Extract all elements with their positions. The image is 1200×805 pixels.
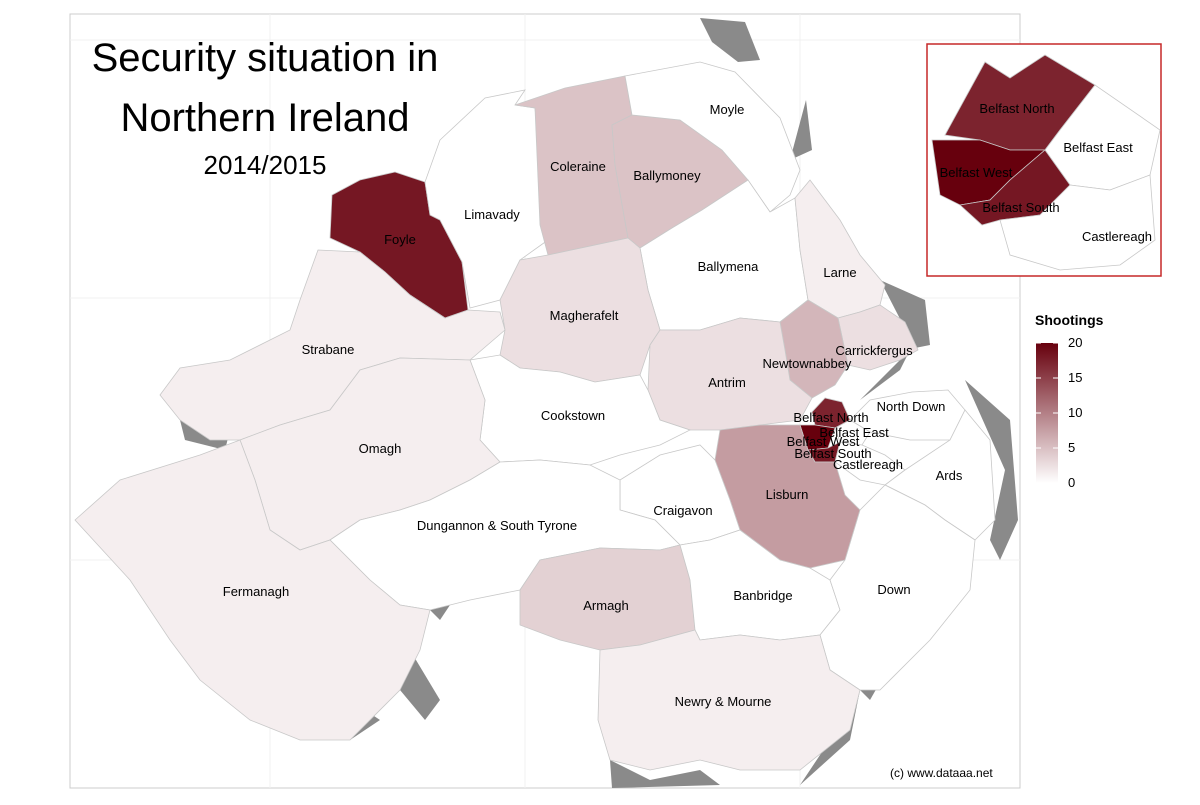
legend-tick-label: 0 bbox=[1068, 475, 1075, 490]
region-label-moyle: Moyle bbox=[710, 102, 745, 117]
region-label-dungannon-and-south-tyrone: Dungannon & South Tyrone bbox=[417, 518, 577, 533]
legend-tick-label: 10 bbox=[1068, 405, 1082, 420]
inset-region-castlereagh bbox=[999, 174, 1156, 271]
region-fermanagh bbox=[74, 439, 431, 741]
legend-colorbar bbox=[1036, 343, 1058, 483]
region-belfast-east bbox=[834, 419, 871, 446]
region-label-down: Down bbox=[877, 582, 910, 597]
region-label-newtownabbey: Newtownabbey bbox=[763, 356, 852, 371]
region-label-magherafelt: Magherafelt bbox=[550, 308, 619, 323]
region-label-strabane: Strabane bbox=[302, 342, 355, 357]
region-label-banbridge: Banbridge bbox=[733, 588, 792, 603]
region-label-belfast-south: Belfast South bbox=[794, 446, 871, 461]
legend-tick-label: 5 bbox=[1068, 440, 1075, 455]
region-label-craigavon: Craigavon bbox=[653, 503, 712, 518]
region-dungannon-and-south-tyrone bbox=[329, 459, 681, 611]
region-label-newry-and-mourne: Newry & Mourne bbox=[675, 694, 772, 709]
region-label-omagh: Omagh bbox=[359, 441, 402, 456]
title-line-1: Security situation in bbox=[91, 36, 439, 80]
subtitle: 2014/2015 bbox=[203, 150, 327, 180]
region-label-coleraine: Coleraine bbox=[550, 159, 606, 174]
inset-label-belfast-west: Belfast West bbox=[940, 165, 1013, 180]
labels-layer: Foyle Limavady Coleraine Ballymoney Moyle Bal… bbox=[223, 102, 963, 709]
inset-layer: Belfast North Belfast East Belfast West Bel… bbox=[931, 54, 1161, 271]
region-label-larne: Larne bbox=[823, 265, 856, 280]
region-label-lisburn: Lisburn bbox=[766, 487, 809, 502]
region-label-carrickfergus: Carrickfergus bbox=[835, 343, 913, 358]
region-label-armagh: Armagh bbox=[583, 598, 629, 613]
regions-layer bbox=[74, 61, 996, 771]
region-down bbox=[819, 484, 976, 691]
title-line-2: Northern Ireland bbox=[120, 96, 410, 140]
region-moyle bbox=[624, 61, 801, 213]
region-carrickfergus bbox=[837, 304, 919, 371]
region-label-antrim: Antrim bbox=[708, 375, 746, 390]
legend-title: Shootings bbox=[1035, 312, 1104, 328]
region-label-foyle: Foyle bbox=[384, 232, 416, 247]
region-label-belfast-east: Belfast East bbox=[819, 425, 889, 440]
legend-ticks: 20 15 10 5 0 bbox=[1036, 335, 1082, 490]
region-label-ards: Ards bbox=[936, 468, 963, 483]
region-label-limavady: Limavady bbox=[464, 207, 520, 222]
region-label-ballymena: Ballymena bbox=[698, 259, 759, 274]
inset-label-belfast-east: Belfast East bbox=[1063, 140, 1133, 155]
region-label-cookstown: Cookstown bbox=[541, 408, 605, 423]
region-label-belfast-north: Belfast North bbox=[793, 410, 868, 425]
region-label-belfast-west: Belfast West bbox=[787, 434, 860, 449]
region-label-castlereagh: Castlereagh bbox=[833, 457, 903, 472]
region-label-ballymoney: Ballymoney bbox=[633, 168, 701, 183]
region-label-north-down: North Down bbox=[877, 399, 946, 414]
region-newry-and-mourne bbox=[597, 629, 861, 771]
region-label-fermanagh: Fermanagh bbox=[223, 584, 289, 599]
credit-text: (c) www.dataaa.net bbox=[890, 766, 993, 780]
inset-label-belfast-south: Belfast South bbox=[982, 200, 1059, 215]
legend-tick-label: 15 bbox=[1068, 370, 1082, 385]
inset-label-castlereagh: Castlereagh bbox=[1082, 229, 1152, 244]
legend-tick-label: 20 bbox=[1068, 335, 1082, 350]
inset-label-belfast-north: Belfast North bbox=[979, 101, 1054, 116]
